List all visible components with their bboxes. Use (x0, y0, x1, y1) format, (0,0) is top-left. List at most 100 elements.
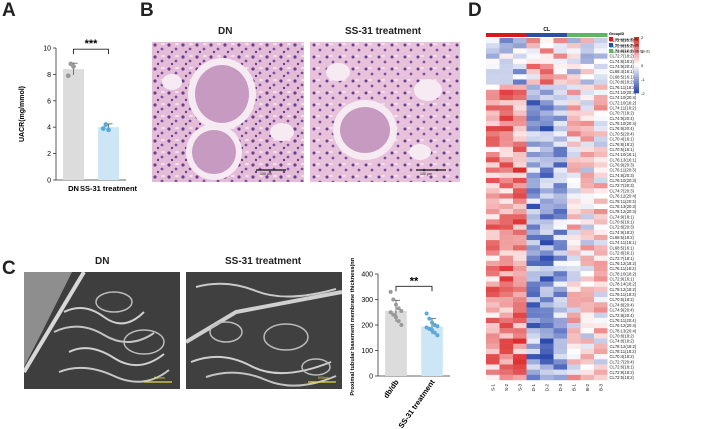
heatmap-row-label: CL70:5(16:1) (610, 147, 635, 152)
heatmap-cell (580, 188, 594, 194)
y-tick-label: 100 (361, 348, 373, 355)
heatmap-cell (499, 276, 513, 282)
heatmap-cell (526, 105, 540, 111)
heatmap-cell (580, 276, 594, 282)
heatmap-cell (526, 63, 540, 70)
heatmap-row-label: CL72:7(18:2) (610, 54, 635, 59)
heatmap-cell (567, 48, 581, 54)
heatmap-row-label: CL78:11(20:3) (610, 199, 637, 204)
heatmap-cell (499, 63, 513, 70)
legend-title: GroupID (609, 32, 624, 36)
heatmap-cell (567, 136, 581, 142)
heatmap-cell (553, 209, 567, 215)
heatmap-cell (499, 312, 513, 319)
panel-b-letter: B (140, 0, 154, 21)
heatmap-cell (594, 136, 608, 142)
heatmap-cell (486, 63, 500, 70)
heatmap-cell (513, 115, 527, 122)
heatmap-cell (567, 229, 581, 236)
heatmap-cell (580, 369, 594, 376)
heatmap-cell (567, 266, 581, 272)
heatmap-cell (580, 95, 594, 101)
group-bar-cell (553, 33, 567, 37)
heatmap-row-label: CL74:11(18:2) (610, 106, 637, 111)
heatmap-cell (553, 58, 567, 65)
heatmap-cell (526, 74, 540, 80)
heatmap-cell (567, 193, 581, 199)
heatmap-cell (553, 120, 567, 127)
heatmap-cell (594, 157, 608, 163)
heatmap-cell (540, 302, 554, 308)
heatmap-cell (486, 240, 500, 246)
heatmap-cell (513, 79, 527, 85)
heatmap-cell (553, 126, 567, 132)
heatmap-row-label: CL76:9(20:4) (610, 126, 635, 131)
significance-bracket (395, 285, 433, 292)
heatmap-cell (580, 79, 594, 85)
heatmap-cell (580, 53, 594, 59)
group-bar-cell (499, 33, 513, 37)
heatmap-cell (526, 120, 540, 127)
heatmap-cell (553, 286, 567, 293)
heatmap-cell (567, 271, 581, 277)
heatmap-cell (594, 53, 608, 59)
heatmap-cell (526, 141, 540, 148)
colorscale-cell (634, 81, 639, 84)
heatmap-cell (594, 281, 608, 287)
heatmap-row-label: CL74:10(20:4) (610, 95, 637, 100)
heatmap-cell (513, 323, 527, 329)
heatmap-cell (486, 183, 500, 189)
data-point (71, 64, 76, 69)
heatmap-cell (580, 255, 594, 262)
heatmap-cell (486, 58, 500, 65)
heatmap-cell (540, 95, 554, 101)
heatmap-cell (513, 157, 527, 163)
heatmap-cell (567, 69, 581, 75)
data-point (391, 312, 396, 317)
heatmap-cell (567, 348, 581, 355)
heatmap-cell (567, 162, 581, 168)
heatmap-cell (580, 328, 594, 334)
heatmap-cell (540, 323, 554, 329)
heatmap-cell (594, 105, 608, 111)
heatmap-cell (580, 177, 594, 184)
heatmap-cell (486, 141, 500, 148)
heatmap-row-label: CL68:5(18:2) (610, 235, 635, 240)
heatmap-row-label: CL74:9(20:4) (610, 64, 635, 69)
data-point (435, 333, 440, 338)
heatmap-cell (567, 297, 581, 303)
heatmap-cell (594, 120, 608, 127)
heatmap-cell (580, 364, 594, 370)
heatmap-col-label: S-2 (504, 384, 509, 392)
heatmap-cell (486, 224, 500, 230)
heatmap-cell (553, 198, 567, 205)
heatmap-row-label: CL74:9(20:4) (610, 308, 635, 313)
heatmap-cell (580, 183, 594, 189)
heatmap-cell (580, 89, 594, 96)
heatmap-cell (580, 126, 594, 132)
heatmap-row-label: CL70:6(16:1) (610, 220, 635, 225)
heatmap-cell (580, 115, 594, 122)
data-point (388, 289, 393, 294)
heatmap-cell (580, 338, 594, 344)
heatmap-cell (540, 100, 554, 106)
colorscale-cell (634, 79, 639, 82)
heatmap-row-label: CL76:12(20:4) (610, 194, 637, 199)
heatmap-cell (567, 167, 581, 173)
heatmap-cell (513, 74, 527, 80)
colorscale-cell (634, 89, 639, 92)
heatmap-cell (526, 146, 540, 153)
heatmap-cell (567, 63, 581, 70)
heatmap-cell (594, 141, 608, 148)
heatmap-cell (594, 48, 608, 54)
heatmap-cell (499, 53, 513, 59)
heatmap-cell (499, 110, 513, 116)
heatmap-cell (486, 157, 500, 163)
heatmap-cell (580, 172, 594, 179)
heatmap-cell (513, 369, 527, 376)
heatmap-cell (499, 364, 513, 370)
significance-stars: ** (410, 275, 419, 287)
heatmap-cell (486, 291, 500, 298)
heatmap-cell (567, 354, 581, 360)
heatmap-cell (553, 100, 567, 106)
